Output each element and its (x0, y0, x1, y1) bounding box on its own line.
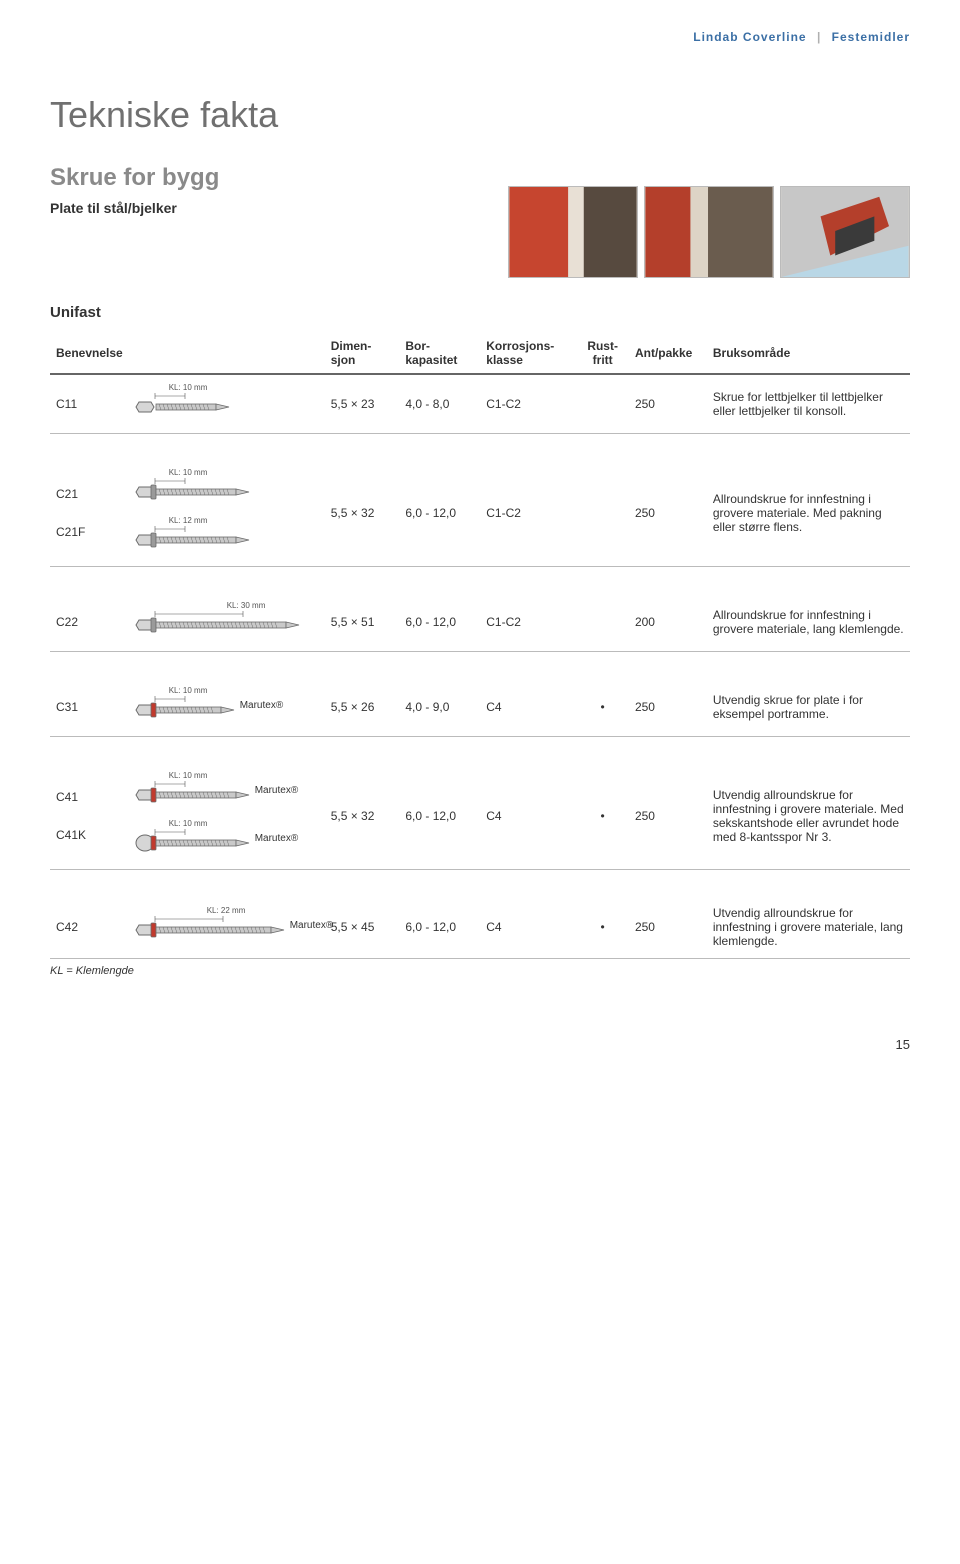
th-benevnelse: Benevnelse (50, 329, 129, 374)
th-rustfritt: Rust- fritt (576, 329, 629, 374)
table-row: C41C41KKL: 10 mmMarutex®KL: 10 mmMarutex… (50, 763, 910, 870)
table-row: C22KL: 30 mm5,5 × 516,0 - 12,0C1-C2200Al… (50, 593, 910, 652)
product-image-1 (508, 186, 638, 278)
product-image-3 (780, 186, 910, 278)
table-row: C42KL: 22 mmMarutex®5,5 × 456,0 - 12,0C4… (50, 896, 910, 959)
th-korrosjons: Korrosjons- klasse (480, 329, 576, 374)
spec-table: Benevnelse Dimen- sjon Bor- kapasitet Ko… (50, 329, 910, 959)
table-row: C31KL: 10 mmMarutex®5,5 × 264,0 - 9,0C4•… (50, 678, 910, 737)
product-image-2 (644, 186, 774, 278)
brand: Lindab Coverline (693, 30, 806, 44)
header-divider: | (817, 30, 821, 44)
table-row: C21C21FKL: 10 mmKL: 12 mm5,5 × 326,0 - 1… (50, 460, 910, 567)
footnote: KL = Klemlengde (50, 965, 910, 977)
table-row: C11KL: 10 mm5,5 × 234,0 - 8,0C1-C2250Skr… (50, 374, 910, 434)
th-screw-blank (129, 329, 325, 374)
th-bruksomrade: Bruksområde (707, 329, 910, 374)
th-borkapasitet: Bor- kapasitet (399, 329, 480, 374)
th-antpakke: Ant/pakke (629, 329, 707, 374)
unifast-label: Unifast (50, 304, 910, 321)
page-title: Tekniske fakta (50, 94, 910, 136)
page-number: 15 (50, 1037, 910, 1052)
th-dimensjon: Dimen- sjon (325, 329, 400, 374)
header-section: Festemidler (832, 30, 910, 44)
